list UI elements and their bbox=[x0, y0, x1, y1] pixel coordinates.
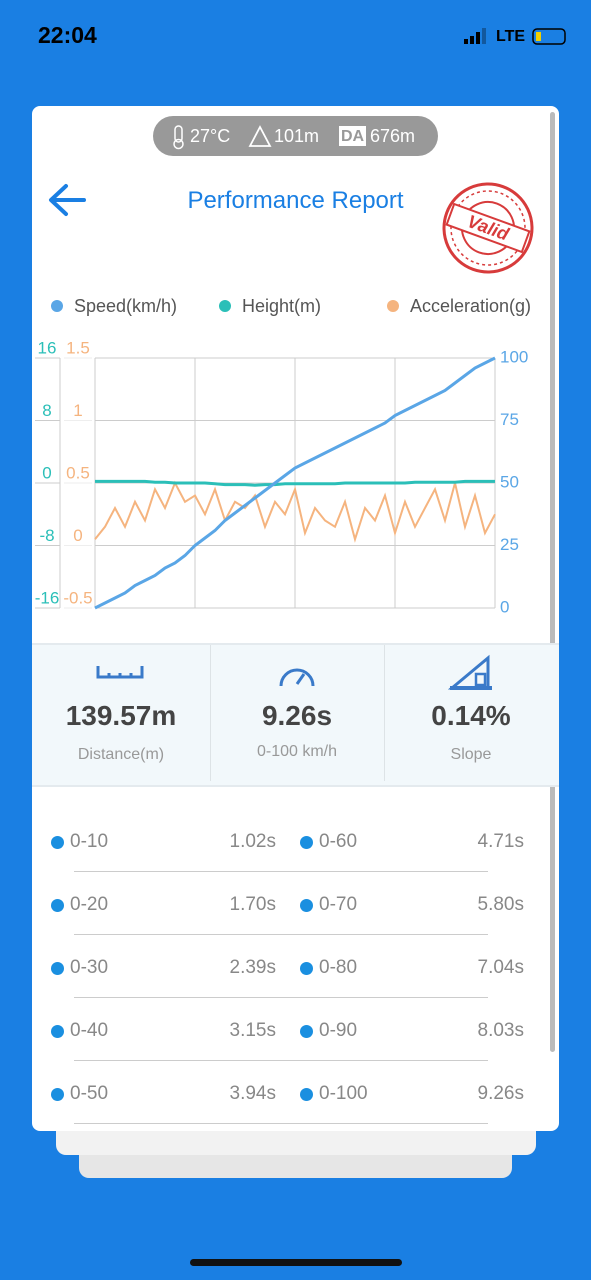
stat-value: 0.14% bbox=[431, 700, 511, 731]
split-time: 3.94s bbox=[229, 1083, 276, 1104]
split-time: 4.71s bbox=[477, 831, 524, 852]
y-tick-label: 0 bbox=[42, 463, 51, 482]
split-time: 8.03s bbox=[477, 1020, 524, 1041]
split-range: 0-80 bbox=[319, 957, 358, 978]
split-time: 2.39s bbox=[229, 957, 276, 978]
split-dot bbox=[51, 899, 64, 912]
split-time: 1.70s bbox=[229, 894, 276, 915]
split-time: 1.02s bbox=[229, 831, 276, 852]
series-line bbox=[94, 480, 496, 543]
y-tick-label: 8 bbox=[42, 401, 51, 420]
altitude: 101m bbox=[274, 126, 319, 146]
split-range: 0-40 bbox=[70, 1020, 109, 1041]
distance-icon bbox=[96, 666, 144, 679]
split-separator bbox=[74, 997, 488, 998]
y3-tick-label: 0.5 bbox=[66, 463, 90, 482]
split-time: 7.04s bbox=[477, 957, 524, 978]
divider bbox=[210, 645, 211, 781]
stat-label: Slope bbox=[450, 746, 492, 763]
stat-value: 9.26s bbox=[261, 700, 333, 731]
split-range: 0-10 bbox=[70, 831, 109, 852]
legend-dot bbox=[51, 300, 63, 312]
split-dot bbox=[51, 1088, 64, 1101]
split-range: 0-30 bbox=[70, 957, 109, 978]
y3-tick-label: 0 bbox=[73, 526, 82, 545]
scrollbar bbox=[550, 112, 555, 1052]
split-time: 5.80s bbox=[477, 894, 524, 915]
split-dot bbox=[300, 1025, 313, 1038]
status-time: 22:04 bbox=[38, 22, 97, 48]
split-range: 0-50 bbox=[70, 1083, 109, 1104]
page-title: Performance Report bbox=[187, 187, 404, 214]
density-altitude: 676m bbox=[370, 126, 415, 146]
split-dot bbox=[51, 836, 64, 849]
stat-label: Distance(m) bbox=[77, 746, 165, 763]
y2-tick-label: 100 bbox=[500, 347, 528, 366]
y2-tick-label: 50 bbox=[500, 472, 519, 491]
slope-icon bbox=[448, 654, 492, 690]
split-dot bbox=[300, 962, 313, 975]
conditions-chip: 27°C 101m DA 676m bbox=[153, 116, 438, 156]
back-button[interactable] bbox=[40, 175, 100, 225]
split-separator bbox=[74, 871, 488, 872]
stat-label: 0-100 km/h bbox=[256, 743, 338, 760]
split-range: 0-70 bbox=[319, 894, 358, 915]
legend-label: Acceleration(g) bbox=[410, 296, 531, 316]
split-dot bbox=[51, 1025, 64, 1038]
split-separator bbox=[74, 934, 488, 935]
split-range: 0-100 bbox=[319, 1083, 368, 1104]
conditions: 27°C 101m DA 676m bbox=[173, 125, 415, 150]
legend-dot bbox=[387, 300, 399, 312]
split-separator bbox=[74, 1123, 488, 1124]
valid-stamp: Valid bbox=[442, 182, 534, 274]
split-range: 0-20 bbox=[70, 894, 109, 915]
temperature: 27°C bbox=[190, 126, 230, 146]
series-line bbox=[94, 356, 496, 610]
split-range: 0-60 bbox=[319, 831, 358, 852]
stat-value: 139.57m bbox=[65, 700, 177, 731]
legend-dot bbox=[219, 300, 231, 312]
y-tick-label: -8 bbox=[39, 526, 54, 545]
split-dot bbox=[300, 899, 313, 912]
y-tick-label: 16 bbox=[38, 338, 57, 357]
y3-tick-label: 1 bbox=[73, 401, 82, 420]
da-badge: DA bbox=[341, 128, 365, 145]
y3-tick-label: -0.5 bbox=[63, 588, 92, 607]
speed-icon bbox=[279, 668, 315, 687]
split-time: 3.15s bbox=[229, 1020, 276, 1041]
split-dot bbox=[300, 1088, 313, 1101]
chart: Speed(km/h) Height(m) Acceleration(g) 0 25 50… bbox=[35, 296, 531, 617]
legend-label: Speed(km/h) bbox=[74, 296, 177, 316]
status-icons: LTE bbox=[464, 28, 566, 45]
y-tick-label: -16 bbox=[35, 588, 60, 607]
split-range: 0-90 bbox=[319, 1020, 358, 1041]
split-separator bbox=[74, 1060, 488, 1061]
network: LTE bbox=[496, 28, 525, 45]
split-dot bbox=[300, 836, 313, 849]
card bbox=[32, 106, 559, 1131]
y3-tick-label: 1.5 bbox=[66, 338, 90, 357]
home-indicator bbox=[190, 1259, 402, 1266]
y2-tick-label: 75 bbox=[500, 410, 519, 429]
y2-tick-label: 25 bbox=[500, 535, 519, 554]
y2-tick-label: 0 bbox=[500, 597, 509, 616]
split-time: 9.26s bbox=[477, 1083, 524, 1104]
divider bbox=[384, 645, 385, 781]
split-dot bbox=[51, 962, 64, 975]
legend-label: Height(m) bbox=[242, 296, 321, 316]
series-line bbox=[95, 479, 495, 487]
stats-panel bbox=[32, 643, 559, 787]
